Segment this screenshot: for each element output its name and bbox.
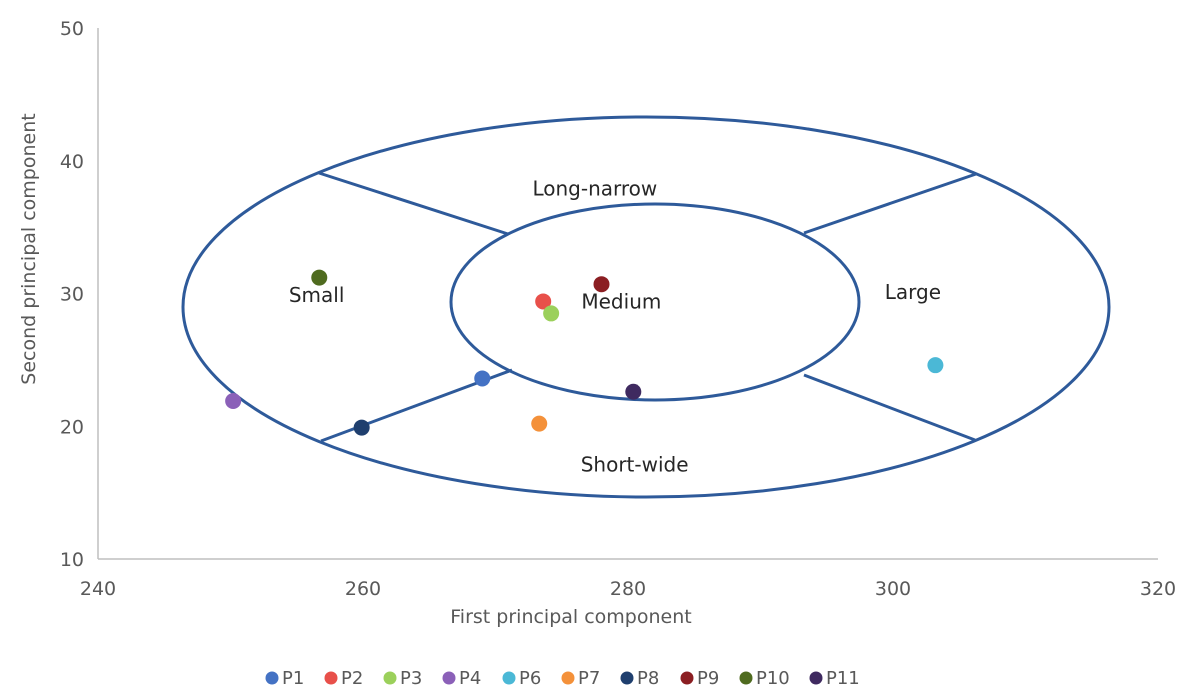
region-labels: Long-narrow Small Medium Large Short-wide [289, 177, 941, 477]
y-tick-label: 30 [60, 284, 84, 306]
region-label: Large [885, 280, 941, 304]
point-p7 [531, 415, 548, 432]
legend-marker [620, 671, 634, 685]
point-p10 [311, 269, 328, 286]
point-p2 [535, 293, 552, 310]
legend-label: P10 [756, 668, 790, 689]
legend-label: P3 [400, 668, 422, 689]
point-p1 [474, 370, 491, 387]
y-tick-label: 10 [60, 549, 84, 571]
legend-marker [680, 671, 694, 685]
y-tick-label: 20 [60, 416, 84, 438]
legend-marker [383, 671, 397, 685]
legend-label: P7 [578, 668, 600, 689]
point-p11 [625, 383, 642, 400]
point-p8 [353, 419, 370, 436]
region-label: Short-wide [581, 453, 689, 477]
legend-label: P1 [282, 668, 304, 689]
legend-label: P6 [519, 668, 541, 689]
legend-label: P9 [697, 668, 719, 689]
x-tick-label: 280 [610, 578, 646, 600]
legend-item-p3: P3 [383, 668, 422, 689]
legend-marker [561, 671, 575, 685]
inner-ellipse [449, 202, 861, 402]
data-points [225, 269, 944, 436]
legend: P1 P2 P3 P4 P6 P7 P8 P9 P10 P11 [265, 668, 860, 689]
region-divider [803, 172, 977, 235]
legend-item-p9: P9 [680, 668, 719, 689]
region-label: Long-narrow [532, 177, 657, 201]
region-divider [318, 171, 509, 236]
x-axis-title: First principal component [450, 606, 691, 628]
legend-item-p11: P11 [809, 668, 860, 689]
region-divider [803, 373, 976, 442]
legend-item-p1: P1 [265, 668, 304, 689]
legend-label: P8 [637, 668, 659, 689]
legend-marker [809, 671, 823, 685]
legend-item-p10: P10 [739, 668, 790, 689]
axes: 10 20 30 40 50 240 260 280 300 320 First principal… [18, 18, 1176, 628]
x-tick-label: 260 [345, 578, 381, 600]
legend-label: P2 [341, 668, 363, 689]
legend-marker [502, 671, 516, 685]
legend-item-p2: P2 [324, 668, 363, 689]
y-axis-title: Second principal component [18, 113, 40, 384]
legend-marker [442, 671, 456, 685]
x-tick-label: 300 [875, 578, 911, 600]
y-tick-label: 40 [60, 151, 84, 173]
outer-ellipse [181, 115, 1111, 499]
x-tick-label: 320 [1140, 578, 1176, 600]
y-tick-label: 50 [60, 18, 84, 40]
point-p9 [593, 276, 610, 293]
region-label: Medium [581, 289, 661, 313]
legend-marker [265, 671, 279, 685]
legend-marker [739, 671, 753, 685]
point-p6 [927, 357, 944, 374]
point-p3 [543, 305, 560, 322]
legend-item-p7: P7 [561, 668, 600, 689]
x-tick-label: 240 [80, 578, 116, 600]
legend-item-p4: P4 [442, 668, 481, 689]
legend-item-p6: P6 [502, 668, 541, 689]
region-label: Small [289, 283, 345, 307]
legend-label: P4 [459, 668, 481, 689]
legend-marker [324, 671, 338, 685]
point-p4 [225, 393, 242, 410]
legend-label: P11 [826, 668, 860, 689]
legend-item-p8: P8 [620, 668, 659, 689]
